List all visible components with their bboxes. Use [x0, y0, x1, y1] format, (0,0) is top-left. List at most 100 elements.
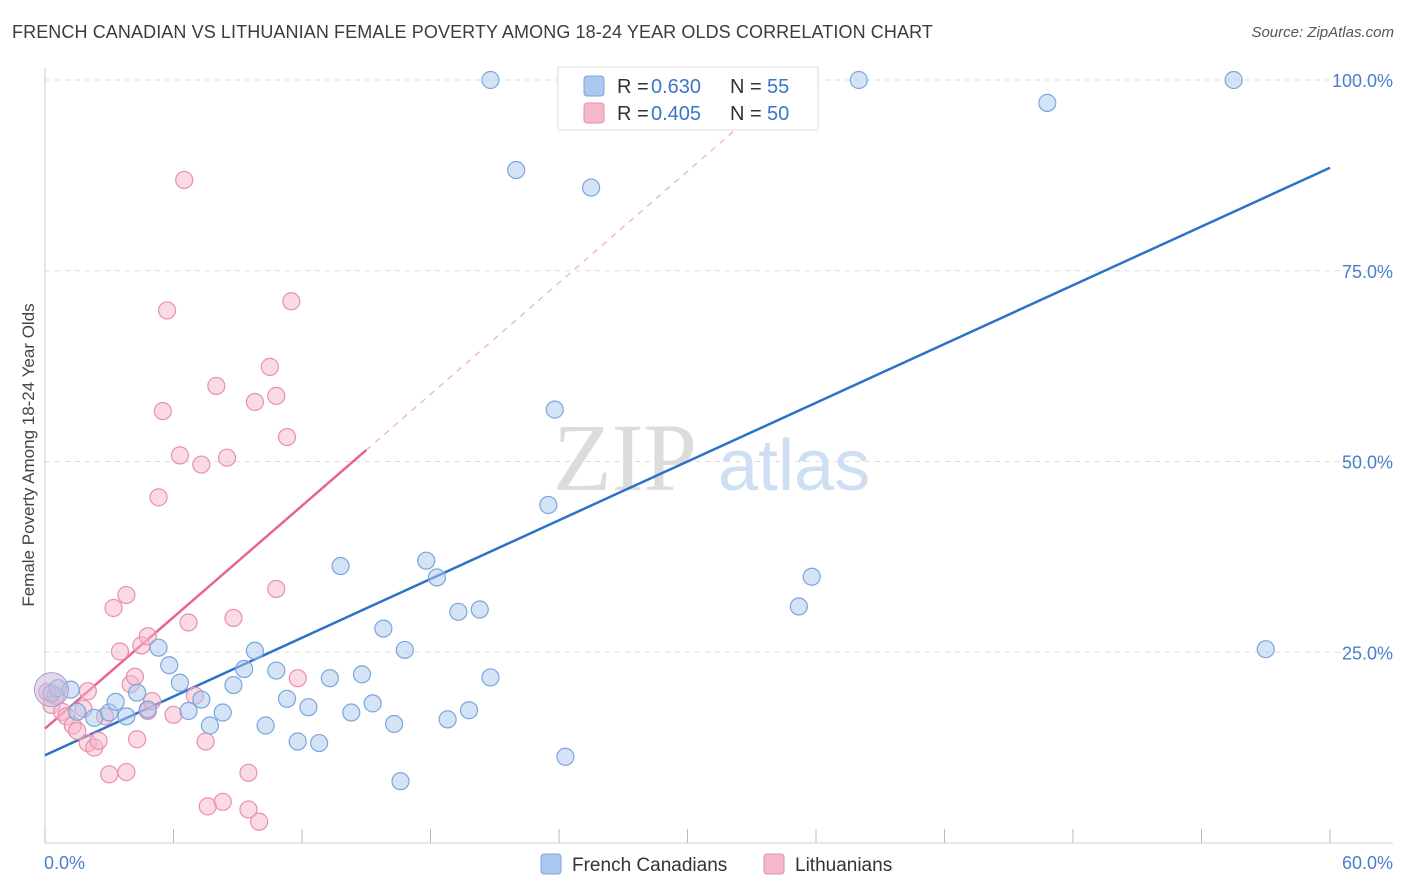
point-french-canadians-40 [470, 600, 489, 619]
point-french-canadians-24 [299, 698, 318, 717]
point-lithuanians-39 [224, 608, 243, 628]
point-lithuanians-14 [104, 598, 123, 618]
point-lithuanians-46 [267, 386, 286, 405]
chart-title: FRENCH CANADIAN VS LITHUANIAN FEMALE POV… [12, 22, 933, 42]
point-lithuanians-44 [260, 357, 279, 376]
point-lithuanians-28 [164, 705, 183, 724]
point-french-canadians-14 [192, 690, 211, 709]
series-legend: French Canadians Lithuanians [540, 853, 892, 876]
point-french-canadians-30 [363, 694, 382, 713]
point-lithuanians-15 [110, 642, 130, 661]
point-french-canadians-31 [374, 619, 393, 638]
point-lithuanians-42 [245, 392, 264, 412]
point-lithuanians-13 [100, 765, 119, 784]
tick-labels: 25.0% 50.0% 75.0% 100.0% 0.0% 60.0% [44, 71, 1393, 873]
point-lithuanians-41 [239, 763, 258, 782]
point-french-canadians-8 [127, 683, 147, 702]
point-lithuanians-30 [175, 170, 194, 190]
axes [44, 68, 1393, 844]
y-tick-label-2: 75.0% [1342, 262, 1393, 282]
point-lithuanians-31 [179, 613, 198, 632]
watermark: ZIP atlas [553, 404, 870, 511]
bottom-legend-swatch-lithuanians [763, 853, 785, 875]
point-french-canadians-11 [160, 656, 179, 675]
point-lithuanians-35 [198, 797, 217, 816]
point-french-canadians-36 [427, 568, 447, 587]
legend-r-value-1: 0.630 [651, 76, 701, 98]
bottom-legend-label-french-canadians: French Canadians [572, 855, 727, 876]
legend-n-value-2: 50 [767, 103, 789, 125]
point-french-canadians-26 [320, 669, 339, 688]
legend-r-value-2: 0.405 [651, 103, 701, 125]
point-french-canadians-53 [1224, 70, 1243, 90]
point-french-canadians-6 [106, 692, 125, 711]
point-lithuanians-19 [125, 667, 145, 686]
point-lithuanians-34 [196, 732, 215, 751]
point-french-canadians-35 [417, 551, 436, 570]
legend-swatch-lithuanians [583, 102, 605, 124]
x-tick-label-1: 60.0% [1342, 853, 1393, 873]
legend-n-label-2: N = [730, 103, 762, 125]
watermark-zip: ZIP [553, 404, 697, 511]
point-french-canadians-18 [235, 659, 254, 679]
watermark-atlas: atlas [718, 426, 870, 506]
point-french-canadians-50 [802, 567, 821, 586]
point-lithuanians-9 [78, 682, 97, 701]
legend-r-label-2: R = [617, 103, 649, 125]
y-tick-label-3: 100.0% [1332, 71, 1393, 91]
point-french-canadians-46 [556, 747, 575, 766]
point-french-canadians-42 [481, 70, 500, 90]
legend-n-value-1: 55 [767, 76, 789, 98]
trend-line-lithuanians [44, 449, 368, 730]
point-lithuanians-29 [170, 446, 190, 465]
point-french-canadians-3 [68, 702, 87, 721]
trend-extension-lithuanians [365, 87, 785, 451]
point-french-canadians-49 [789, 597, 808, 616]
point-lithuanians-45 [267, 579, 286, 599]
point-lithuanians-48 [282, 292, 301, 311]
point-french-canadians-10 [149, 638, 168, 657]
point-french-canadians-54 [1256, 640, 1275, 659]
point-lithuanians-47 [277, 427, 297, 447]
point-french-canadians-23 [288, 732, 307, 751]
bottom-legend-swatch-french-canadians [540, 853, 562, 875]
legend-r-label-1: R = [617, 76, 649, 98]
point-french-canadians-47 [582, 178, 601, 197]
point-french-canadians-44 [539, 495, 558, 515]
legend-n-label-1: N = [730, 76, 762, 98]
point-lithuanians-25 [149, 488, 168, 507]
x-tick-label-0: 0.0% [44, 853, 85, 873]
point-french-canadians-12 [170, 673, 190, 692]
point-french-canadians-38 [449, 602, 468, 621]
legend-swatch-french-canadians [583, 75, 605, 97]
point-french-canadians-51 [849, 70, 868, 90]
point-lithuanians-49 [288, 669, 307, 688]
grid-lines [45, 79, 1393, 653]
point-lithuanians-6 [68, 721, 87, 740]
correlation-legend: R = 0.630 N = 55 R = 0.405 N = 50 [557, 66, 819, 131]
point-lithuanians-11 [89, 731, 108, 750]
point-lithuanians-20 [127, 730, 147, 749]
point-french-canadians-28 [342, 703, 361, 722]
point-lithuanians-16 [117, 585, 136, 605]
point-french-canadians-34 [395, 640, 414, 660]
point-lithuanians-37 [213, 792, 232, 811]
point-french-canadians-37 [438, 710, 457, 729]
point-french-canadians-45 [545, 400, 564, 419]
point-french-canadians-43 [507, 160, 526, 180]
point-french-canadians-16 [213, 703, 232, 722]
point-french-canadians-32 [384, 714, 404, 734]
point-french-canadians-27 [331, 556, 350, 576]
point-lithuanians-36 [207, 376, 226, 396]
point-french-canadians-22 [277, 689, 297, 708]
chart-source: Source: ZipAtlas.com [1251, 24, 1394, 41]
point-french-canadians-19 [245, 641, 264, 660]
point-lithuanians-43 [250, 812, 269, 831]
point-french-canadians-25 [310, 733, 329, 753]
bottom-legend-label-lithuanians: Lithuanians [795, 855, 892, 876]
point-lithuanians-40 [239, 800, 258, 819]
point-french-canadians-39 [459, 701, 479, 720]
point-french-canadians-21 [267, 661, 286, 680]
point-french-canadians-7 [117, 707, 136, 726]
